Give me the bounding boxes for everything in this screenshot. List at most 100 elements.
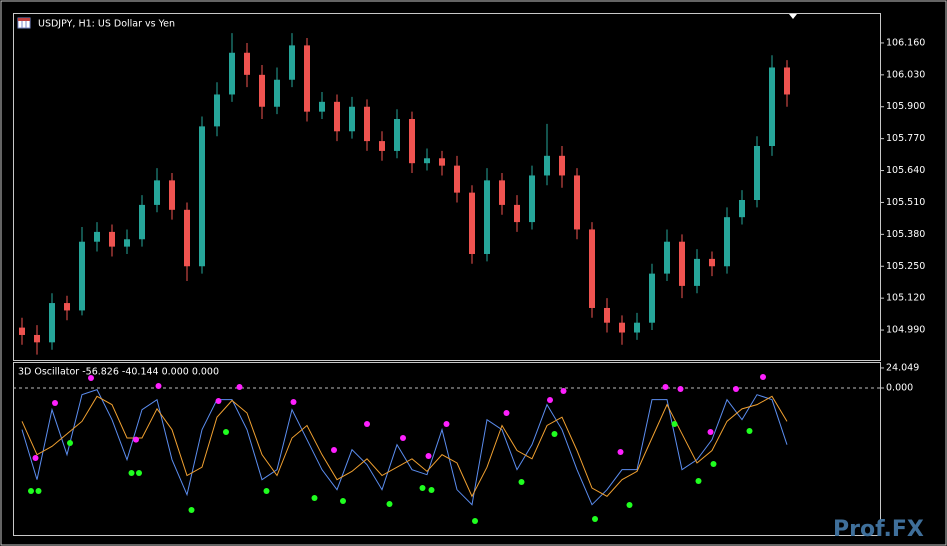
signal-dot xyxy=(340,498,346,504)
signal-dot xyxy=(428,487,435,493)
candle-body xyxy=(364,106,370,142)
candle-body xyxy=(784,67,790,95)
signal-dot xyxy=(400,435,406,441)
signal-dot xyxy=(35,488,42,494)
candle-body xyxy=(709,258,715,267)
candle-body xyxy=(574,175,580,230)
candle-body xyxy=(79,241,85,311)
signal-dot xyxy=(472,518,478,524)
y-tick-label: 0.000 xyxy=(886,383,913,394)
y-tick-label: 105.380 xyxy=(886,229,925,240)
candle-body xyxy=(319,101,325,112)
candle-body xyxy=(154,180,160,205)
signal-dot xyxy=(671,421,678,427)
signal-dot xyxy=(760,374,766,380)
candle-body xyxy=(484,180,490,254)
oscillator-line xyxy=(21,395,788,498)
signal-dot xyxy=(311,495,318,501)
candle-body xyxy=(274,79,280,107)
signal-dot xyxy=(236,384,243,390)
oscillator-panel xyxy=(13,362,881,536)
signal-dot xyxy=(662,384,669,390)
signal-dot xyxy=(710,461,717,467)
indicator-title: 3D Oscillator -56.826 -40.144 0.000 0.00… xyxy=(18,367,219,378)
signal-dot xyxy=(331,447,337,453)
candle-body xyxy=(349,106,355,132)
y-tick-label: 105.250 xyxy=(886,261,925,272)
candle-body xyxy=(409,119,415,164)
candle-body xyxy=(769,67,775,147)
signal-dot xyxy=(425,453,432,459)
y-tick-label: 105.120 xyxy=(886,293,925,304)
candle-body xyxy=(169,180,175,210)
candle-body xyxy=(454,165,460,193)
watermark: Prof.FX xyxy=(833,517,924,542)
y-tick-label: 105.770 xyxy=(886,133,925,144)
candle-body xyxy=(544,155,550,176)
candle-body xyxy=(334,101,340,132)
candle-body xyxy=(139,204,145,240)
signal-dot xyxy=(32,455,39,461)
candle-body xyxy=(259,74,265,107)
signal-dot xyxy=(290,399,297,405)
y-tick-label: 104.990 xyxy=(886,325,925,336)
shift-marker xyxy=(789,14,797,19)
candle-body xyxy=(724,217,730,267)
signal-dot xyxy=(592,516,598,522)
signal-dot xyxy=(188,507,195,513)
signal-dot xyxy=(136,470,142,476)
candle-body xyxy=(289,45,295,80)
signal-dot xyxy=(28,488,34,494)
signal-dot xyxy=(128,470,135,476)
candle-body xyxy=(304,45,310,112)
candle-body xyxy=(34,334,40,343)
signal-dot xyxy=(67,440,73,446)
candle-body xyxy=(19,327,25,335)
signal-dot xyxy=(707,429,714,435)
signal-dot xyxy=(215,398,222,404)
y-tick-label: 106.160 xyxy=(886,37,925,48)
symbol-icon xyxy=(17,17,31,29)
chart-title: USDJPY, H1: US Dollar vs Yen xyxy=(38,19,175,30)
signal-dot xyxy=(733,386,739,392)
candle-body xyxy=(754,146,760,200)
candle-body xyxy=(94,231,100,242)
signal-dot xyxy=(223,429,229,435)
oscillator-line xyxy=(21,389,788,506)
signal-dot xyxy=(547,397,553,403)
candle-body xyxy=(649,273,655,323)
candle-body xyxy=(589,229,595,308)
signal-dot xyxy=(419,485,426,491)
signal-dot xyxy=(88,375,94,381)
candle-body xyxy=(49,303,55,343)
signal-dot xyxy=(746,428,753,434)
y-tick-label: 105.900 xyxy=(886,101,925,112)
candle-body xyxy=(634,322,640,333)
candle-body xyxy=(214,94,220,127)
signal-dot xyxy=(695,478,702,484)
candle-body xyxy=(694,258,700,286)
y-tick-label: 105.510 xyxy=(886,197,925,208)
y-tick-label: 24.049 xyxy=(886,362,919,373)
candle-body xyxy=(499,180,505,205)
signal-dot xyxy=(617,449,624,455)
candle-body xyxy=(664,241,670,274)
signal-dot xyxy=(443,421,450,427)
candle-body xyxy=(424,158,430,164)
signal-dot xyxy=(551,431,558,437)
signal-dot xyxy=(503,410,510,416)
candle-body xyxy=(679,241,685,286)
candle-body xyxy=(124,239,130,247)
candle-body xyxy=(619,322,625,333)
candle-body xyxy=(739,199,745,218)
candle-body xyxy=(439,158,445,166)
signal-dot xyxy=(560,388,567,394)
signal-dot xyxy=(518,479,525,485)
signal-dot xyxy=(677,386,684,392)
candle-body xyxy=(559,155,565,176)
signal-dot xyxy=(364,421,370,427)
candle-body xyxy=(244,52,250,75)
